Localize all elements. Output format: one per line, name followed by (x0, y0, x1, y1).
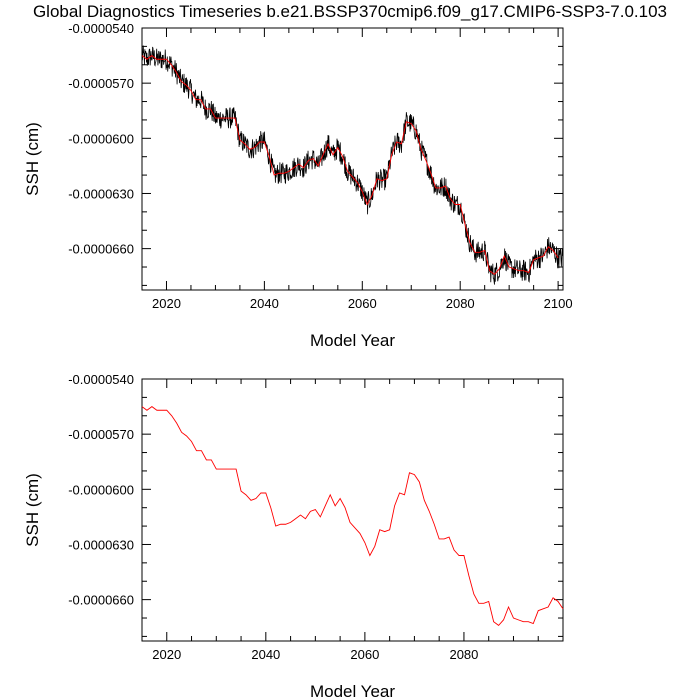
y-tick-label: -0.0000660 (68, 242, 134, 257)
y-tick-label: -0.0000600 (68, 482, 134, 497)
y-tick-label: -0.0000570 (68, 76, 134, 91)
annual-series-line-bottom (141, 406, 564, 626)
y-tick-label: -0.0000600 (68, 131, 134, 146)
bottom-tick-labels: 2020 2040 2060 2080 -0.0000540 -0.0000570 -0.0… (68, 372, 478, 662)
y-tick-label: -0.0000540 (68, 21, 134, 36)
x-tick-label: 2060 (348, 296, 377, 311)
top-x-axis-title: Model Year (310, 331, 395, 350)
top-panel: 2020 2040 2060 2080 2100 -0.0000540 -0.0000570… (23, 21, 573, 350)
x-tick-label: 2080 (449, 647, 478, 662)
x-tick-label: 2020 (152, 647, 181, 662)
page-title: Global Diagnostics Timeseries b.e21.BSSP… (32, 2, 668, 21)
bottom-plot-frame (141, 378, 564, 642)
bottom-panel: 2020 2040 2060 2080 -0.0000540 -0.0000570 -0.0… (23, 372, 564, 700)
x-tick-label: 2020 (152, 296, 181, 311)
bottom-x-axis-title: Model Year (310, 682, 395, 700)
top-ticks (141, 27, 563, 290)
top-y-axis-title: SSH (cm) (23, 122, 42, 196)
bottom-ticks (141, 378, 564, 641)
bottom-y-axis-title: SSH (cm) (23, 473, 42, 547)
y-tick-label: -0.0000630 (68, 537, 134, 552)
x-tick-label: 2060 (350, 647, 379, 662)
x-tick-label: 2040 (250, 296, 279, 311)
y-tick-label: -0.0000660 (68, 593, 134, 608)
x-tick-label: 2040 (251, 647, 280, 662)
y-tick-label: -0.0000570 (68, 427, 134, 442)
x-tick-label: 2080 (446, 296, 475, 311)
monthly-series-line (141, 45, 563, 285)
top-tick-labels: 2020 2040 2060 2080 2100 -0.0000540 -0.0000570… (68, 21, 572, 311)
y-tick-label: -0.0000630 (68, 186, 134, 201)
y-tick-label: -0.0000540 (68, 372, 134, 387)
top-plot-frame (141, 27, 564, 291)
x-tick-label: 2100 (544, 296, 573, 311)
annual-series-line-top (141, 55, 559, 275)
